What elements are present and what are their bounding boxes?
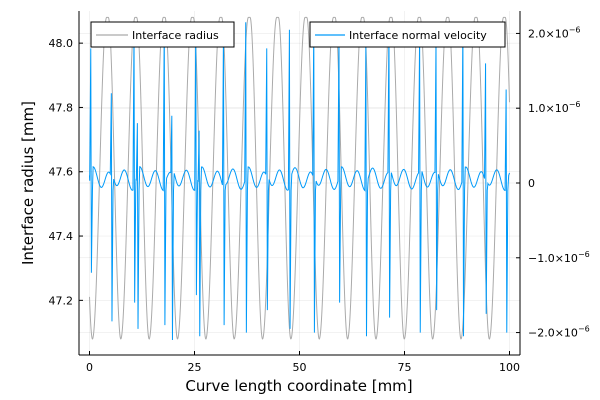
legend-left-box xyxy=(90,21,235,48)
y2-tick-label: −2.0×10−6 xyxy=(528,325,590,340)
tick-labels: 0 25 50 75 100 47.2 47.4 47.6 47.8 48.0 −2.0×10−6 −… xyxy=(49,25,590,374)
x-tick-label: 25 xyxy=(188,361,202,374)
series-interface-radius-line xyxy=(89,16,510,340)
y-tick-label: 48.0 xyxy=(49,37,74,50)
y2-tick-label: 1.0×10−6 xyxy=(528,100,581,115)
legend-right: Interface normal velocity xyxy=(309,21,506,48)
legend-right-box xyxy=(309,21,506,48)
x-tick-label: 100 xyxy=(499,361,520,374)
y-axis-title: Interface radius [mm] xyxy=(19,101,37,265)
x-axis-title: Curve length coordinate [mm] xyxy=(185,377,412,395)
series-layer xyxy=(89,16,510,341)
legend-right-label: Interface normal velocity xyxy=(349,29,487,42)
y-tick-label: 47.8 xyxy=(49,101,74,114)
y-tick-label: 47.6 xyxy=(49,166,74,179)
x-tick-label: 50 xyxy=(293,361,307,374)
y2-tick-label: −1.0×10−6 xyxy=(528,250,590,265)
y-tick-label: 47.4 xyxy=(49,230,74,243)
y2-tick-label: 0 xyxy=(528,177,535,190)
legend-left: Interface radius xyxy=(90,21,235,48)
x-tick-label: 0 xyxy=(86,361,93,374)
y2-tick-label: 2.0×10−6 xyxy=(528,25,581,40)
series-interface-normal-velocity-line xyxy=(89,22,510,341)
y-tick-label: 47.2 xyxy=(49,294,74,307)
x-tick-label: 75 xyxy=(398,361,412,374)
legend-left-label: Interface radius xyxy=(132,29,219,42)
